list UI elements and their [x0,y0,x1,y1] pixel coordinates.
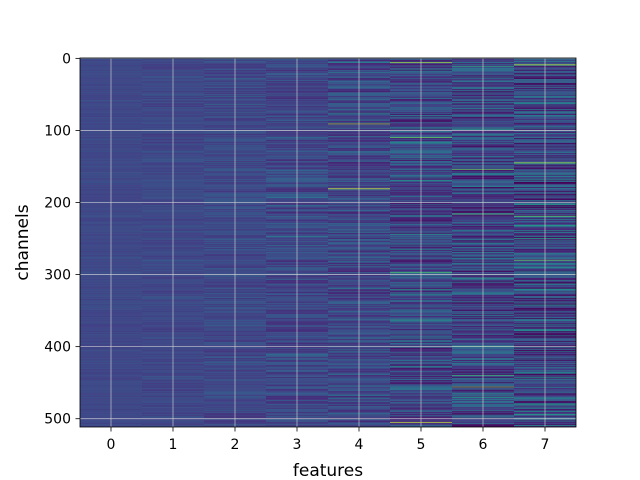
y-tick-label: 300 [44,268,71,284]
plot-area [79,57,577,428]
y-axis: 0 100 200 300 400 500 [44,51,80,428]
x-tick-label: 6 [479,437,488,453]
y-axis-label: channels [13,204,33,280]
y-tick-label: 400 [44,340,71,356]
x-axis: 0 1 2 3 4 5 6 7 [107,427,550,453]
y-tick-label: 500 [44,412,71,428]
plot-frame [79,57,577,428]
x-axis-label: features [293,461,363,480]
heatmap-cells [80,58,576,427]
y-tick-label: 0 [62,51,71,67]
y-tick-label: 200 [44,196,71,212]
x-tick-label: 4 [355,437,364,453]
x-tick-label: 1 [169,437,178,453]
x-tick-label: 0 [107,437,116,453]
x-tick-label: 7 [541,437,550,453]
y-tick-label: 100 [44,123,71,139]
x-tick-label: 5 [417,437,426,453]
x-tick-label: 3 [293,437,302,453]
x-tick-label: 2 [231,437,240,453]
gridlines [80,57,576,427]
